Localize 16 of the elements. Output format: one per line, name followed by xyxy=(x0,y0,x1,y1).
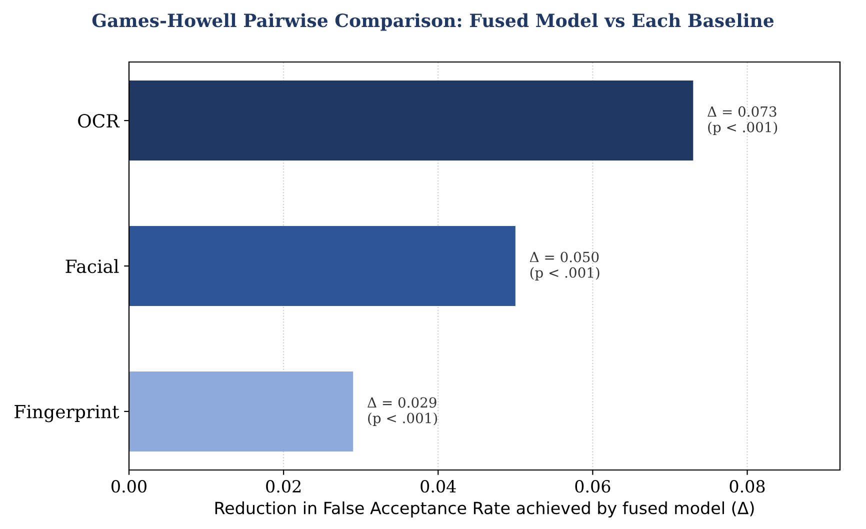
x-tick-label: 0.02 xyxy=(266,480,300,493)
y-tick-label: OCR xyxy=(78,114,120,128)
chart-title: Games-Howell Pairwise Comparison: Fused Model vs Each Baseline xyxy=(92,13,774,31)
bar xyxy=(129,371,354,452)
data-label: Δ = 0.050 (p < .001) xyxy=(530,252,600,280)
data-label: Δ = 0.029 (p < .001) xyxy=(368,397,438,426)
x-tick-label: 0.06 xyxy=(575,480,610,493)
x-tick-label: 0.08 xyxy=(730,480,765,493)
x-axis-title: Reduction in False Acceptance Rate achieved by fused model (Δ) xyxy=(215,501,754,518)
bar xyxy=(129,80,694,161)
x-tick-label: 0.00 xyxy=(112,480,146,493)
y-tick-label: Facial xyxy=(66,259,119,274)
x-tick-label: 0.04 xyxy=(420,480,456,493)
y-tick-label: Fingerprint xyxy=(14,404,120,422)
data-label: Δ = 0.073 (p < .001) xyxy=(708,106,778,136)
bar xyxy=(129,226,516,306)
